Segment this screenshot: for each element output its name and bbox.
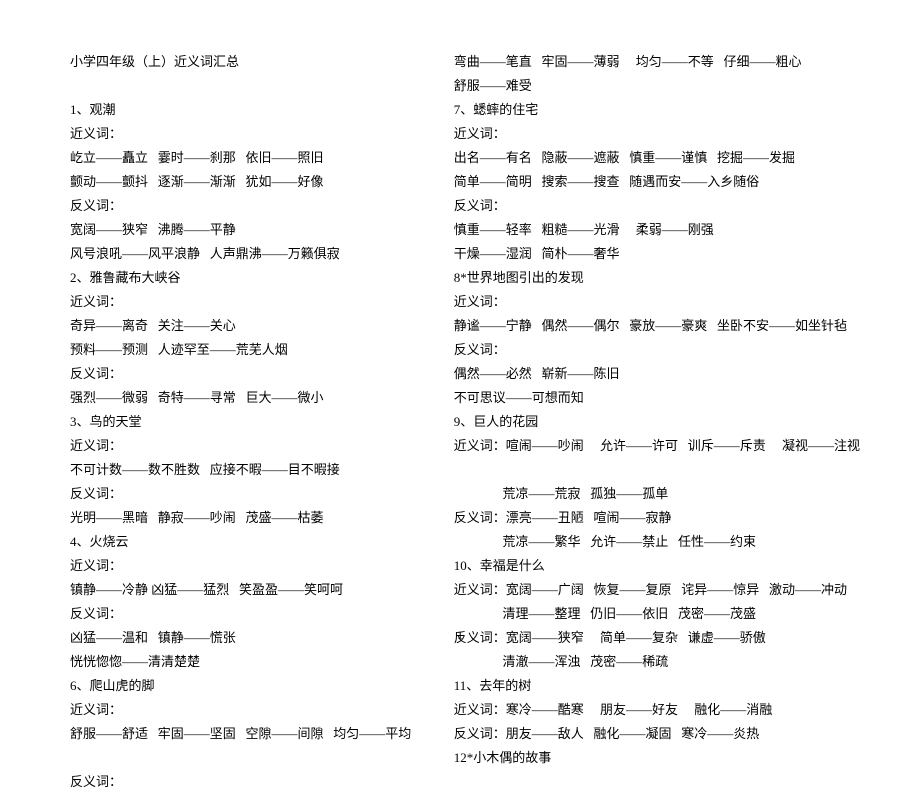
page-number: 1	[0, 628, 920, 643]
right-column: 弯曲——笔直 牢固——薄弱 均匀——不等 仔细——粗心舒服——难受7、蟋蟀的住宅…	[434, 50, 860, 641]
text-line: 反义词：	[70, 602, 414, 626]
text-line: 10、幸福是什么	[454, 554, 860, 578]
text-line: 干燥——湿润 简朴——奢华	[454, 242, 860, 266]
text-line: 近义词：宽阔——广阔 恢复——复原 诧异——惊异 激动——冲动	[454, 578, 860, 602]
text-line: 反义词：朋友——敌人 融化——凝固 寒冷——炎热	[454, 722, 860, 746]
text-line: 静谧——宁静 偶然——偶尔 豪放——豪爽 坐卧不安——如坐针毡	[454, 314, 860, 338]
text-line: 近义词：	[454, 122, 860, 146]
text-line: 3、鸟的天堂	[70, 410, 414, 434]
text-line: 近义词：寒冷——酷寒 朋友——好友 融化——消融	[454, 698, 860, 722]
text-line: 预料——预测 人迹罕至——荒芜人烟	[70, 338, 414, 362]
text-line: 近义词：喧闹——吵闹 允许——许可 训斥——斥责 凝视——注视	[454, 434, 860, 458]
text-line: 清理——整理 仍旧——依旧 茂密——茂盛	[454, 602, 860, 626]
text-line: 近义词：	[70, 290, 414, 314]
text-line: 反义词：漂亮——丑陋 喧闹——寂静	[454, 506, 860, 530]
text-line: 颤动——颤抖 逐渐——渐渐 犹如——好像	[70, 170, 414, 194]
text-line: 恍恍惚惚——清清楚楚	[70, 650, 414, 674]
text-line: 9、巨人的花园	[454, 410, 860, 434]
left-column-content: 1、观潮近义词：屹立——矗立 霎时——刹那 依旧——照旧颤动——颤抖 逐渐——渐…	[70, 98, 414, 794]
text-line: 不可思议——可想而知	[454, 386, 860, 410]
text-line: 反义词：	[454, 194, 860, 218]
text-line: 荒凉——荒寂 孤独——孤单	[454, 482, 860, 506]
right-column-content: 弯曲——笔直 牢固——薄弱 均匀——不等 仔细——粗心舒服——难受7、蟋蟀的住宅…	[454, 50, 860, 770]
text-line	[70, 746, 414, 770]
text-line: 简单——简明 搜索——搜查 随遇而安——入乡随俗	[454, 170, 860, 194]
left-column: 小学四年级（上）近义词汇总 1、观潮近义词：屹立——矗立 霎时——刹那 依旧——…	[70, 50, 434, 641]
text-line: 镇静——冷静 凶猛——猛烈 笑盈盈——笑呵呵	[70, 578, 414, 602]
text-line: 舒服——舒适 牢固——坚固 空隙——间隙 均匀——平均	[70, 722, 414, 746]
text-line: 近义词：	[70, 122, 414, 146]
text-line	[454, 458, 860, 482]
text-line: 宽阔——狭窄 沸腾——平静	[70, 218, 414, 242]
text-line: 反义词：	[454, 338, 860, 362]
text-line: 近义词：	[70, 434, 414, 458]
text-line: 8*世界地图引出的发现	[454, 266, 860, 290]
text-line: 不可计数——数不胜数 应接不暇——目不暇接	[70, 458, 414, 482]
text-line: 荒凉——繁华 允许——禁止 任性——约束	[454, 530, 860, 554]
text-line: 奇异——离奇 关注——关心	[70, 314, 414, 338]
text-line: 出名——有名 隐蔽——遮蔽 慎重——谨慎 挖掘——发掘	[454, 146, 860, 170]
text-line: 6、爬山虎的脚	[70, 674, 414, 698]
text-line: 反义词：	[70, 482, 414, 506]
text-line: 4、火烧云	[70, 530, 414, 554]
document-page: 小学四年级（上）近义词汇总 1、观潮近义词：屹立——矗立 霎时——刹那 依旧——…	[0, 0, 920, 651]
text-line: 清澈——浑浊 茂密——稀疏	[454, 650, 860, 674]
text-line: 偶然——必然 崭新——陈旧	[454, 362, 860, 386]
text-line: 11、去年的树	[454, 674, 860, 698]
text-line: 近义词：	[454, 290, 860, 314]
text-line: 近义词：	[70, 698, 414, 722]
text-line: 反义词：	[70, 770, 414, 794]
text-line: 1、观潮	[70, 98, 414, 122]
text-line: 慎重——轻率 粗糙——光滑 柔弱——刚强	[454, 218, 860, 242]
document-title: 小学四年级（上）近义词汇总	[70, 50, 414, 74]
text-line: 屹立——矗立 霎时——刹那 依旧——照旧	[70, 146, 414, 170]
text-line: 弯曲——笔直 牢固——薄弱 均匀——不等 仔细——粗心	[454, 50, 860, 74]
text-line: 强烈——微弱 奇特——寻常 巨大——微小	[70, 386, 414, 410]
text-line: 7、蟋蟀的住宅	[454, 98, 860, 122]
text-line: 光明——黑暗 静寂——吵闹 茂盛——枯萎	[70, 506, 414, 530]
text-line: 风号浪吼——风平浪静 人声鼎沸——万籁俱寂	[70, 242, 414, 266]
text-line: 近义词：	[70, 554, 414, 578]
text-line: 舒服——难受	[454, 74, 860, 98]
text-line: 反义词：	[70, 362, 414, 386]
text-line: 2、雅鲁藏布大峡谷	[70, 266, 414, 290]
text-line: 12*小木偶的故事	[454, 746, 860, 770]
text-line: 反义词：	[70, 194, 414, 218]
